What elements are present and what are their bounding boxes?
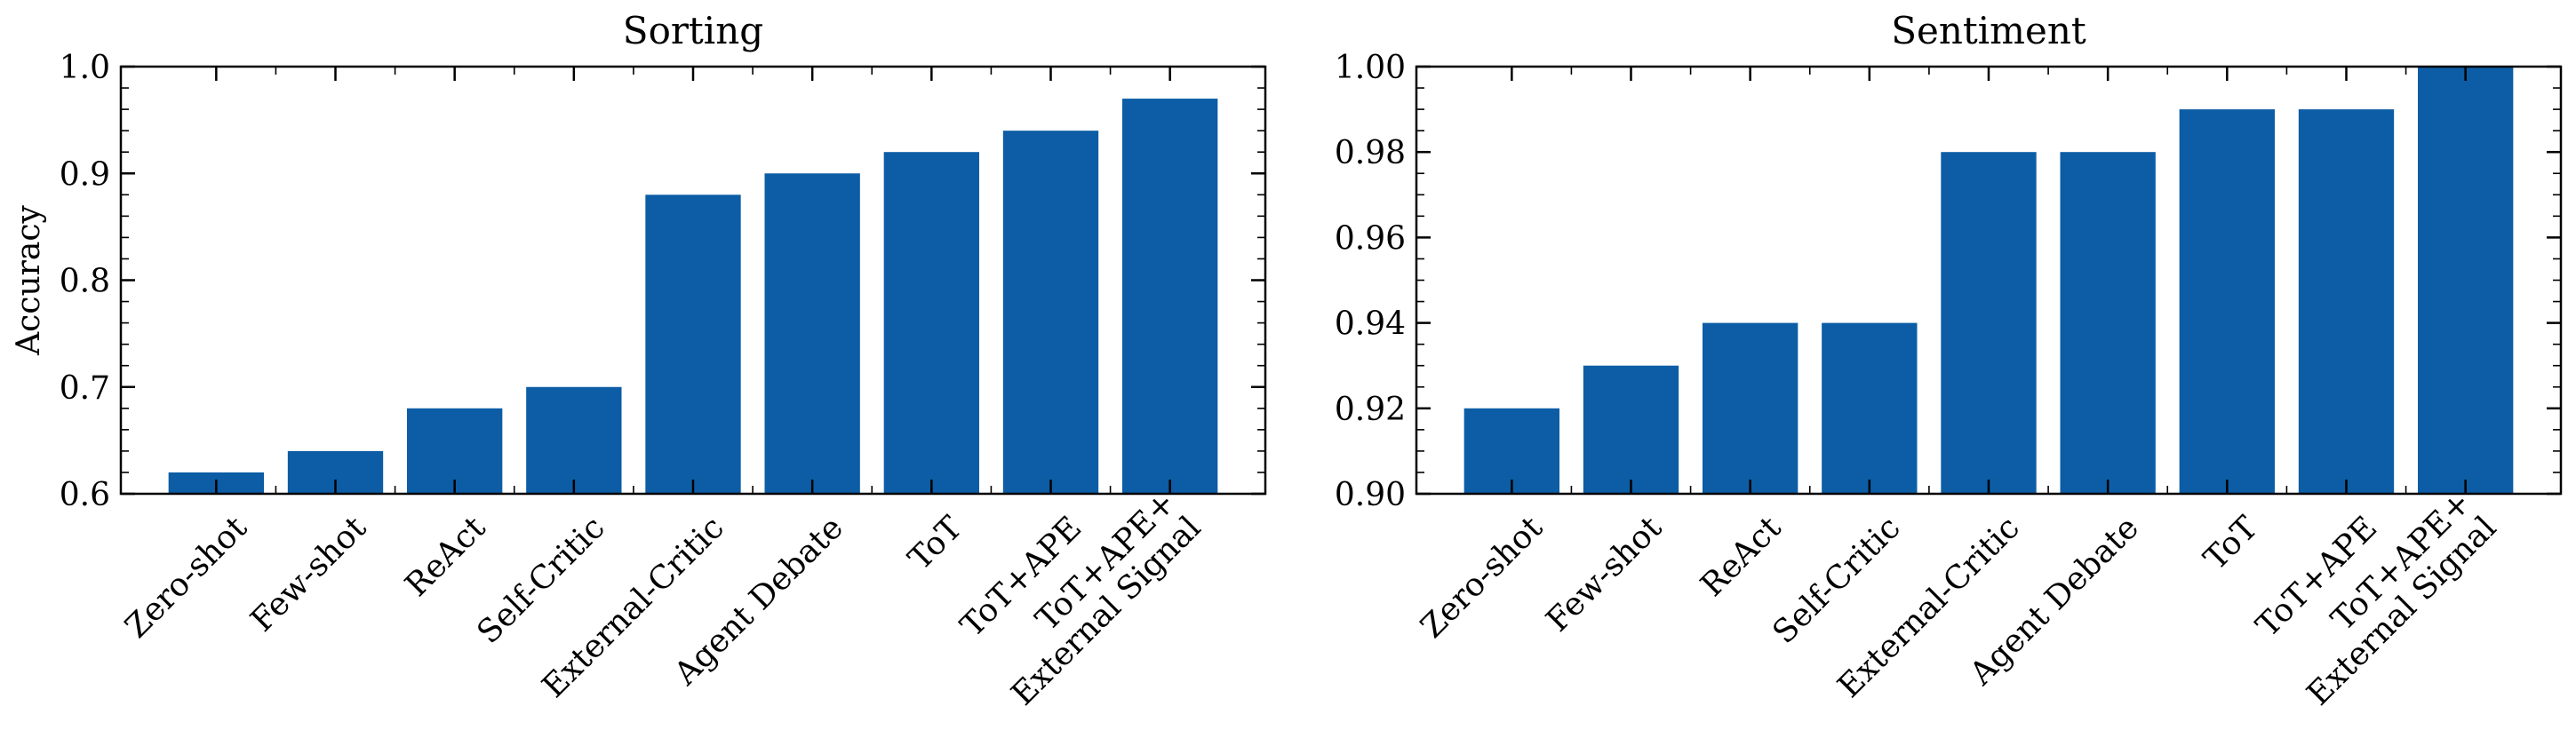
y-tick-label: 0.90 xyxy=(1335,477,1406,513)
x-category-label: Zero-shot xyxy=(1414,509,1550,645)
bar-sorting-5 xyxy=(645,194,741,495)
bar-sorting-9 xyxy=(1122,99,1218,494)
y-tick-label: 0.94 xyxy=(1335,306,1406,343)
y-tick-label: 1.00 xyxy=(1335,50,1406,86)
bar-sorting-6 xyxy=(764,173,860,494)
sentiment-chart: 0.90 0.92 0.94 0.96 0.98 1.00 Zero-shotFew-sho… xyxy=(1335,9,2563,713)
y-tick-label: 1.0 xyxy=(60,50,110,86)
y-tick-label: 0.96 xyxy=(1335,220,1406,257)
bar-sentiment-4 xyxy=(1822,322,1918,494)
chart-title: Sentiment xyxy=(1891,9,2086,52)
bar-sorting-7 xyxy=(883,152,979,494)
bar-sentiment-7 xyxy=(2179,109,2275,494)
y-tick-label: 0.8 xyxy=(60,264,110,300)
bar-sentiment-3 xyxy=(1703,322,1798,494)
chart-title: Sorting xyxy=(623,9,763,52)
bar-sorting-4 xyxy=(526,386,622,494)
bar-sorting-8 xyxy=(1002,131,1099,494)
bar-sentiment-5 xyxy=(1941,152,2037,494)
bar-sentiment-2 xyxy=(1583,365,1679,494)
x-category-label: Few-shot xyxy=(244,509,374,639)
bar-sentiment-9 xyxy=(2418,67,2514,494)
x-category-label: ToT xyxy=(902,510,969,577)
y-tick-label: 0.7 xyxy=(60,370,110,407)
y-tick-label: 0.98 xyxy=(1335,135,1406,171)
bar-sorting-3 xyxy=(407,408,503,494)
y-tick-label: 0.9 xyxy=(60,156,110,193)
bar-sentiment-6 xyxy=(2060,152,2156,494)
y-tick-label: 0.6 xyxy=(60,477,110,513)
x-category-label: Few-shot xyxy=(1540,509,1670,639)
bar-sentiment-8 xyxy=(2298,109,2395,494)
bar-sentiment-1 xyxy=(1463,408,1559,494)
x-category-label: ReAct xyxy=(398,509,492,603)
x-category-label: Zero-shot xyxy=(118,509,254,645)
x-category-label: ReAct xyxy=(1694,509,1788,603)
y-tick-label: 0.92 xyxy=(1335,392,1406,428)
y-axis-label: Accuracy xyxy=(11,205,47,356)
x-category-label: ToT xyxy=(2197,510,2265,577)
